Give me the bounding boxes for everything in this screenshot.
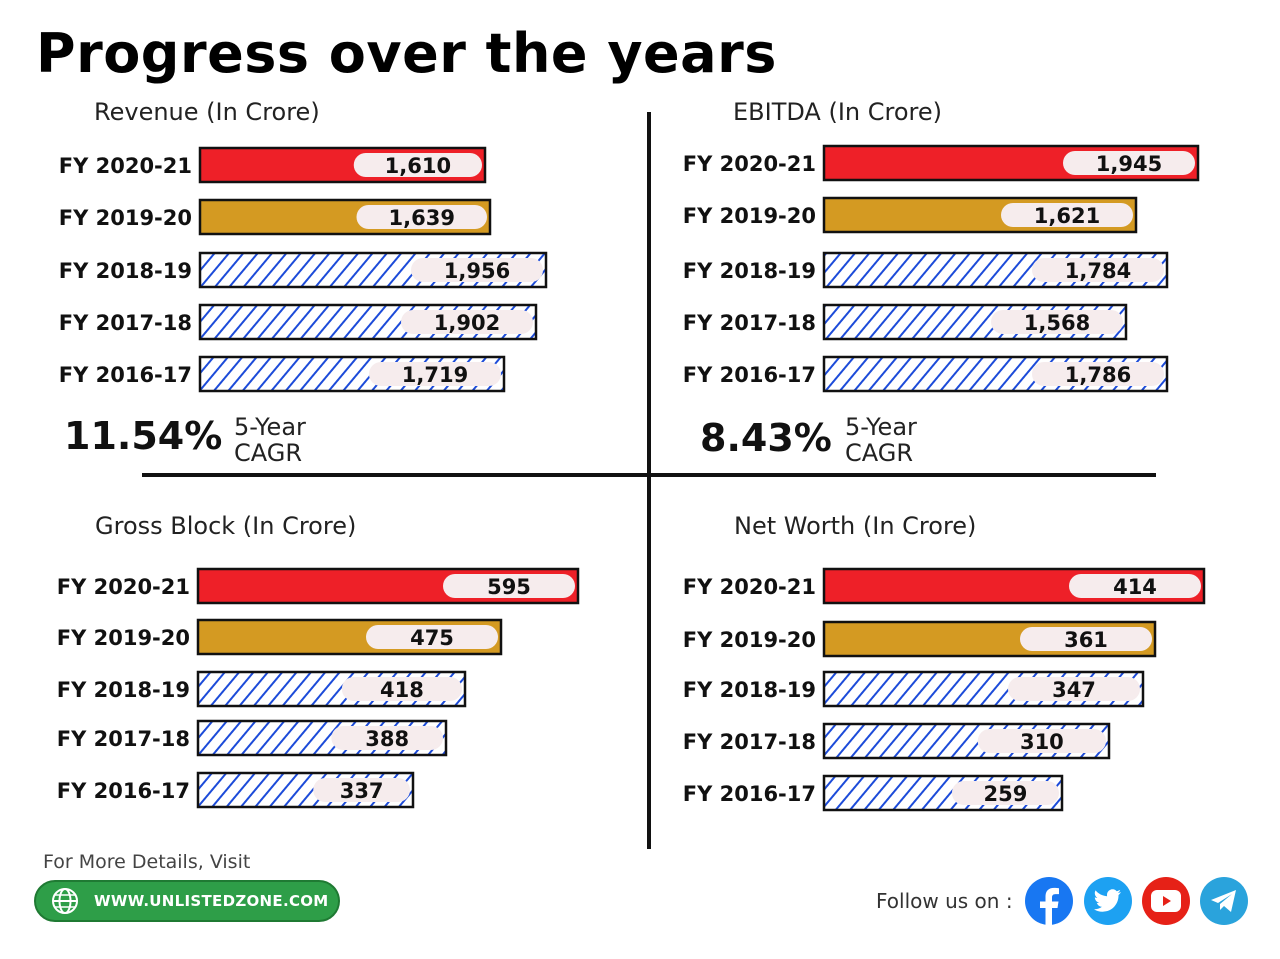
gross-block-value-pill [313,778,410,802]
globe-icon [52,888,78,914]
net-worth-category-label: FY 2019-20 [683,628,816,652]
ebitda-value-label: 1,945 [1096,152,1162,176]
facebook-icon[interactable] [1025,877,1073,925]
gross-block-value-pill [443,574,575,598]
revenue-category-label: FY 2016-17 [59,363,192,387]
ebitda-category-label: FY 2019-20 [683,204,816,228]
net-worth-category-label: FY 2020-21 [683,575,816,599]
gross-block-value-label: 337 [340,779,384,803]
ebitda-value-label: 1,784 [1065,259,1131,283]
revenue-cagr-label-line1: 5-Year [234,413,306,441]
twitter-glyph [1094,889,1121,912]
twitter-icon[interactable] [1084,877,1132,925]
ebitda-chart-title: EBITDA (In Crore) [733,98,943,126]
net-worth-value-label: 361 [1064,628,1108,652]
revenue-value-pill [401,310,533,334]
ebitda-value-label: 1,786 [1065,363,1131,387]
revenue-category-label: FY 2019-20 [59,206,192,230]
revenue-value-label: 1,956 [444,259,510,283]
net-worth-chart: FY 2020-21 414 FY 2019-20 361 FY 2018-19 347 F… [683,567,1206,812]
gross-block-category-label: FY 2018-19 [57,678,190,702]
gross-block-category-label: FY 2016-17 [57,779,190,803]
youtube-icon[interactable] [1142,877,1190,925]
revenue-chart-title: Revenue (In Crore) [94,98,320,126]
gross-block-value-pill [366,625,498,649]
gross-block-panel: Gross Block (In Crore) FY 2020-21 595 FY 2… [57,510,618,850]
gross-block-category-label: FY 2020-21 [57,575,190,599]
net-worth-value-label: 310 [1020,730,1064,754]
quadrant-divider-horizontal [142,473,1156,477]
quadrant-divider-vertical [647,112,651,849]
net-worth-panel: Net Worth (In Crore) FY 2020-21 414 FY 201… [683,510,1244,850]
gross-block-value-label: 388 [365,727,409,751]
revenue-category-label: FY 2018-19 [59,259,192,283]
ebitda-value-pill [1032,258,1164,282]
gross-block-category-label: FY 2017-18 [57,727,190,751]
ebitda-category-label: FY 2017-18 [683,311,816,335]
gross-block-value-label: 418 [380,678,424,702]
ebitda-value-pill [991,310,1123,334]
telegram-icon[interactable] [1200,877,1248,925]
net-worth-value-pill [951,781,1059,805]
ebitda-chart: FY 2020-21 1,945 FY 2019-20 1,621 FY 2018-19… [683,144,1200,393]
youtube-glyph [1151,890,1181,912]
gross-block-chart-title: Gross Block (In Crore) [95,512,357,540]
ebitda-value-pill [1001,203,1133,227]
net-worth-category-label: FY 2018-19 [683,678,816,702]
facebook-glyph [1040,887,1059,925]
telegram-glyph [1211,890,1236,912]
net-worth-value-label: 347 [1052,678,1096,702]
gross-block-value-label: 475 [410,626,454,650]
page-title: Progress over the years [36,22,777,85]
ebitda-panel: EBITDA (In Crore) FY 2020-21 1,945 FY 2019… [683,96,1244,466]
revenue-value-pill [353,153,482,177]
gross-block-value-pill [341,677,462,701]
ebitda-value-pill [1063,151,1195,175]
follow-us-label: Follow us on : [876,889,1013,913]
ebitda-value-label: 1,568 [1024,311,1090,335]
revenue-value-pill [411,258,543,282]
revenue-chart: FY 2020-21 1,610 FY 2019-20 1,639 FY 2018-19… [59,146,548,393]
net-worth-value-pill [1069,574,1201,598]
website-url: WWW.UNLISTEDZONE.COM [94,892,329,910]
revenue-value-label: 1,902 [434,311,500,335]
gross-block-chart: FY 2020-21 595 FY 2019-20 475 FY 2018-19 418 F… [57,567,580,809]
revenue-value-label: 1,719 [402,363,468,387]
ebitda-cagr-label-line2: CAGR [845,439,914,467]
revenue-value-pill [356,205,487,229]
ebitda-category-label: FY 2020-21 [683,152,816,176]
revenue-category-label: FY 2020-21 [59,154,192,178]
ebitda-cagr-value: 8.43% [700,416,832,460]
gross-block-value-pill [331,726,443,750]
gross-block-category-label: FY 2019-20 [57,626,190,650]
ebitda-cagr-label-line1: 5-Year [845,413,917,441]
details-caption: For More Details, Visit [43,851,251,873]
revenue-value-label: 1,639 [389,206,455,230]
ebitda-value-pill [1032,362,1164,386]
ebitda-category-label: FY 2018-19 [683,259,816,283]
net-worth-category-label: FY 2016-17 [683,782,816,806]
net-worth-value-label: 414 [1113,575,1157,599]
revenue-value-pill [369,362,501,386]
net-worth-value-pill [977,729,1106,753]
ebitda-cagr-label: 5-Year CAGR [845,414,917,466]
revenue-cagr-label: 5-Year CAGR [234,414,306,466]
revenue-cagr-value: 11.54% [64,414,223,458]
gross-block-value-label: 595 [487,575,531,599]
revenue-cagr-label-line2: CAGR [234,439,303,467]
website-link-button[interactable]: WWW.UNLISTEDZONE.COM [34,880,340,922]
revenue-category-label: FY 2017-18 [59,311,192,335]
net-worth-chart-title: Net Worth (In Crore) [734,512,977,540]
ebitda-value-label: 1,621 [1034,204,1100,228]
net-worth-value-label: 259 [984,782,1028,806]
net-worth-value-pill [1020,627,1152,651]
net-worth-value-pill [1008,677,1140,701]
revenue-panel: Revenue (In Crore) FY 2020-21 1,610 FY 201… [58,96,618,466]
ebitda-category-label: FY 2016-17 [683,363,816,387]
net-worth-category-label: FY 2017-18 [683,730,816,754]
revenue-value-label: 1,610 [385,154,451,178]
